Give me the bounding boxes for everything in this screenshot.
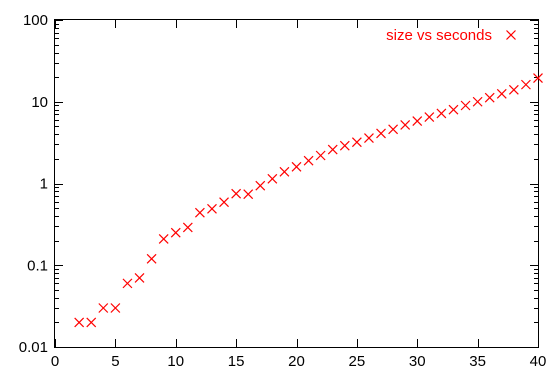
y-tick-label: 100 xyxy=(23,12,48,29)
data-point xyxy=(243,189,254,200)
plot-frame xyxy=(54,19,539,348)
data-point xyxy=(207,203,217,214)
data-point xyxy=(327,144,338,155)
data-point xyxy=(472,96,483,107)
data-point xyxy=(134,272,145,283)
data-point xyxy=(170,227,181,238)
data-point xyxy=(339,140,350,151)
data-point xyxy=(194,207,205,218)
data-point xyxy=(291,161,302,172)
data-point xyxy=(424,112,435,122)
data-point xyxy=(182,222,193,233)
y-tick-label: 1 xyxy=(40,176,48,193)
legend-marker xyxy=(506,30,516,40)
axis-tick-labels: 0 5 10 15 20 25 30 35 40 0.01 0.1 1 10 100 xyxy=(19,12,547,368)
x-tick-label: 15 xyxy=(228,353,245,368)
data-point xyxy=(508,84,519,95)
data-point xyxy=(219,197,229,208)
data-point xyxy=(460,100,471,111)
data-point xyxy=(86,317,97,328)
x-tick-label: 35 xyxy=(469,353,486,368)
data-point xyxy=(412,116,423,127)
data-point xyxy=(279,166,290,177)
data-point xyxy=(400,120,411,130)
legend-label: size vs seconds xyxy=(386,27,492,44)
data-point xyxy=(521,79,531,90)
data-point xyxy=(255,180,266,191)
data-point xyxy=(496,88,507,99)
data-point xyxy=(303,155,314,166)
legend: size vs seconds xyxy=(386,27,516,44)
data-point xyxy=(110,303,121,313)
data-point xyxy=(533,73,543,83)
axis-ticks xyxy=(55,20,539,348)
y-tick-label: 0.1 xyxy=(27,257,48,274)
data-points xyxy=(74,73,543,328)
data-point xyxy=(158,233,169,244)
data-point xyxy=(146,253,157,264)
y-tick-label: 10 xyxy=(31,94,48,111)
data-point xyxy=(388,124,399,135)
data-point xyxy=(231,188,242,199)
data-point xyxy=(364,133,374,143)
data-point xyxy=(122,278,133,289)
y-tick-label: 0.01 xyxy=(19,339,48,356)
data-point xyxy=(376,128,386,139)
data-point xyxy=(98,303,109,313)
data-point xyxy=(351,137,362,148)
data-point xyxy=(436,108,447,119)
data-point xyxy=(448,104,459,115)
legend-marker-x xyxy=(506,30,516,40)
x-tick-label: 40 xyxy=(530,353,547,368)
x-tick-label: 25 xyxy=(349,353,366,368)
data-point xyxy=(484,92,495,103)
x-tick-label: 20 xyxy=(288,353,305,368)
data-point xyxy=(267,173,278,184)
x-tick-label: 5 xyxy=(111,353,119,368)
data-point xyxy=(315,150,326,161)
x-tick-label: 30 xyxy=(409,353,426,368)
x-tick-label: 0 xyxy=(51,353,59,368)
x-tick-label: 10 xyxy=(167,353,184,368)
data-point xyxy=(74,317,85,328)
